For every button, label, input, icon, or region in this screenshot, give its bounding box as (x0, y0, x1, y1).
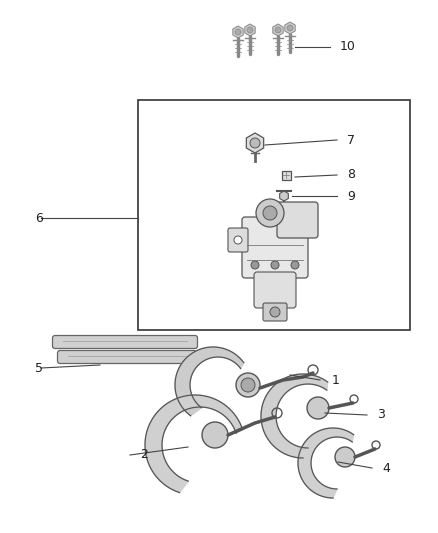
Circle shape (236, 373, 260, 397)
Circle shape (235, 29, 241, 35)
FancyBboxPatch shape (254, 272, 296, 308)
Text: 9: 9 (347, 190, 355, 203)
Circle shape (271, 261, 279, 269)
Text: 3: 3 (377, 408, 385, 422)
Circle shape (335, 447, 355, 467)
FancyBboxPatch shape (263, 303, 287, 321)
Circle shape (275, 27, 281, 33)
Circle shape (247, 27, 253, 33)
Text: 1: 1 (332, 374, 340, 386)
Circle shape (202, 422, 228, 448)
Polygon shape (298, 428, 353, 498)
FancyBboxPatch shape (242, 217, 308, 278)
Polygon shape (246, 133, 264, 153)
Polygon shape (175, 347, 244, 416)
Text: 10: 10 (340, 41, 356, 53)
Circle shape (234, 236, 242, 244)
Circle shape (241, 378, 255, 392)
Polygon shape (261, 374, 328, 458)
FancyBboxPatch shape (228, 228, 248, 252)
Polygon shape (273, 24, 283, 36)
Text: 5: 5 (35, 361, 43, 375)
Circle shape (263, 206, 277, 220)
Text: 4: 4 (382, 462, 390, 474)
Circle shape (287, 25, 293, 31)
Circle shape (256, 199, 284, 227)
Polygon shape (145, 395, 243, 492)
Text: 8: 8 (347, 168, 355, 182)
Circle shape (291, 261, 299, 269)
FancyBboxPatch shape (57, 351, 198, 364)
Text: 6: 6 (35, 212, 43, 224)
Text: 7: 7 (347, 133, 355, 147)
Polygon shape (280, 191, 288, 201)
Circle shape (307, 397, 329, 419)
Circle shape (251, 261, 259, 269)
Circle shape (270, 307, 280, 317)
Text: 2: 2 (140, 448, 148, 462)
Polygon shape (233, 26, 243, 38)
FancyBboxPatch shape (53, 335, 198, 349)
Circle shape (250, 138, 260, 148)
Polygon shape (245, 24, 255, 36)
Bar (138, 100, 410, 330)
FancyBboxPatch shape (277, 202, 318, 238)
Polygon shape (285, 22, 295, 34)
Bar (282, 171, 291, 180)
